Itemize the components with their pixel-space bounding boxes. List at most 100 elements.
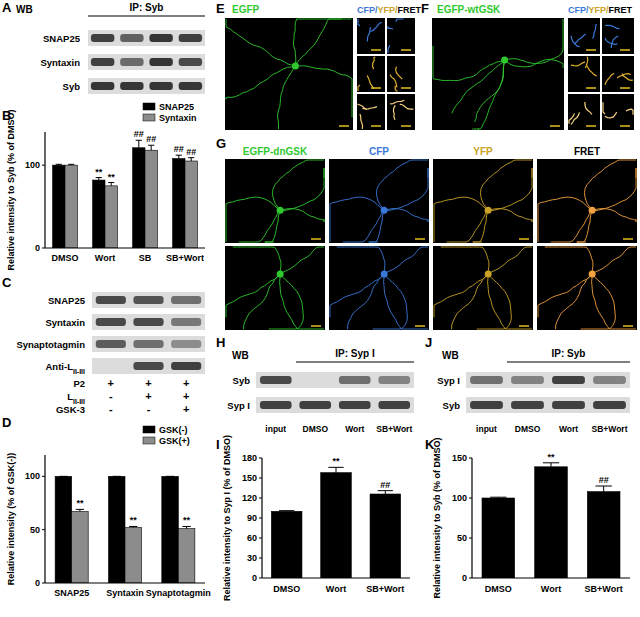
neurite <box>330 197 384 242</box>
y-tick-label: 30 <box>247 553 257 563</box>
blot-band <box>91 58 114 66</box>
neurite <box>592 168 636 211</box>
legend-label: GSK(-) <box>159 425 188 435</box>
micrograph <box>568 18 600 54</box>
blot-band <box>511 401 544 409</box>
blot-band <box>171 362 201 370</box>
neurite <box>593 24 597 38</box>
condition-label: GSK-3 <box>56 404 85 415</box>
blot-band <box>179 34 202 42</box>
bar <box>125 528 142 583</box>
lane-label: Wort <box>345 424 364 434</box>
micrograph <box>357 94 385 130</box>
bar <box>105 186 117 248</box>
panel-letter: D <box>2 415 11 430</box>
x-tick-label: Wort <box>95 253 115 263</box>
micrograph <box>432 18 564 130</box>
condition-sign: + <box>145 390 151 402</box>
error-bar <box>279 510 294 512</box>
panel-letter: H <box>216 335 225 350</box>
x-tick-label: SB+Wort <box>585 584 623 594</box>
y-tick-label: 150 <box>452 453 467 463</box>
y-tick-label: 100 <box>452 493 467 503</box>
neurite <box>358 85 360 91</box>
panel-letter: I <box>216 437 220 452</box>
neurite <box>433 46 505 81</box>
y-tick-label: 0 <box>35 578 40 588</box>
blot-band <box>133 296 163 304</box>
error-bar <box>378 491 393 494</box>
bar <box>535 467 568 578</box>
lane-label: input <box>476 424 497 434</box>
neurite <box>369 210 384 242</box>
neurites <box>358 19 382 50</box>
label-subscript: II-III <box>73 368 85 375</box>
error-bar <box>136 140 142 147</box>
x-axis <box>472 577 630 578</box>
significance: ** <box>332 456 340 466</box>
legend-swatch <box>143 103 155 110</box>
condition-sign: + <box>183 403 189 415</box>
blot-strip <box>92 358 205 374</box>
legend-swatch <box>143 114 155 121</box>
blot-band <box>260 401 292 409</box>
column-title: EGFP-dnGSK <box>243 146 308 157</box>
micrograph <box>433 246 533 330</box>
bar <box>72 512 89 583</box>
neurite <box>390 75 397 88</box>
neurite <box>295 66 352 118</box>
y-tick-label: 180 <box>242 453 257 463</box>
condition-sign: + <box>183 390 189 402</box>
neurite <box>358 104 367 110</box>
error-bar <box>188 158 194 161</box>
neurite <box>473 210 488 242</box>
neurite <box>330 274 384 318</box>
bar <box>53 165 65 248</box>
error-bar <box>56 164 62 166</box>
micrograph <box>387 94 415 130</box>
blot-band <box>149 82 172 90</box>
error-bar <box>113 476 121 477</box>
blot-row-label: Anti-LII-III <box>46 361 86 375</box>
bar <box>178 529 195 583</box>
neurite <box>233 247 281 274</box>
x-tick-label: Syntaxin <box>106 588 144 598</box>
condition-sign: + <box>108 377 114 389</box>
y-tick <box>259 458 262 459</box>
y-axis <box>44 132 45 248</box>
blot-band <box>260 376 292 384</box>
y-tick <box>259 558 262 559</box>
neurites <box>434 247 532 329</box>
error-bar <box>490 497 506 499</box>
blot-band <box>96 340 126 348</box>
micrograph <box>357 56 385 92</box>
neurite <box>278 66 296 129</box>
neurite <box>395 86 398 91</box>
neurite <box>592 247 636 274</box>
column-title: YFP <box>473 146 493 157</box>
scale-bar <box>371 49 381 51</box>
blot-band <box>470 376 503 384</box>
neurites <box>605 25 630 50</box>
neurite <box>384 168 428 211</box>
bar <box>173 159 185 248</box>
panel-letter: C <box>2 275 12 290</box>
soma <box>292 63 299 70</box>
neurite <box>585 160 637 210</box>
neurite <box>384 274 428 329</box>
neurite <box>384 247 428 274</box>
blot-band <box>96 296 126 304</box>
neurite <box>577 210 592 242</box>
blot-band <box>299 401 331 409</box>
error-bar <box>129 526 137 527</box>
neurite <box>373 57 376 69</box>
neurite <box>347 274 384 329</box>
neurite <box>605 38 618 44</box>
x-axis <box>262 577 410 578</box>
neurite <box>575 34 586 44</box>
x-tick-label: SB <box>139 253 152 263</box>
neurite <box>280 247 324 274</box>
blot-strip <box>256 397 414 413</box>
neurite <box>538 197 592 242</box>
neurites <box>538 247 636 329</box>
